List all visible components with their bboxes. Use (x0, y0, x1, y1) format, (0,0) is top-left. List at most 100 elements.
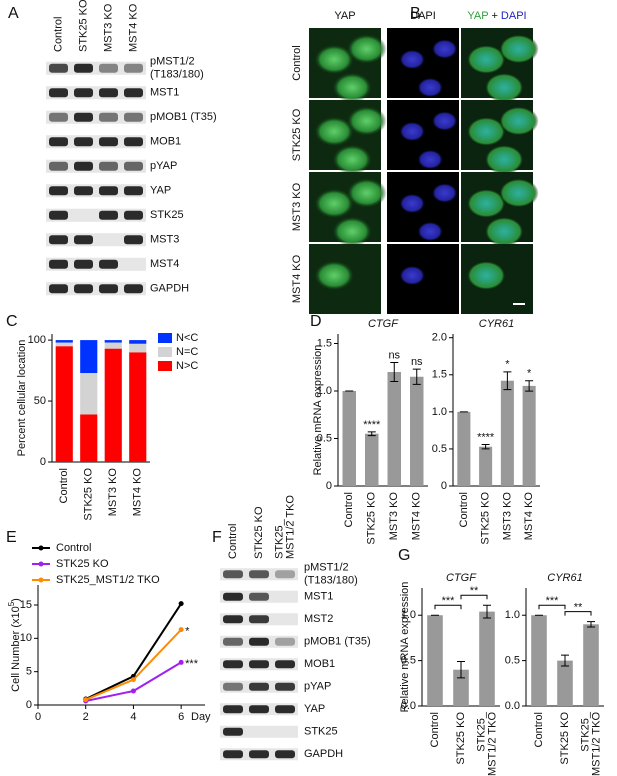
cell (332, 216, 373, 247)
blot-label: STK25 (150, 209, 184, 221)
merge-label: YAP + DAPI (467, 10, 526, 22)
blot-band (99, 63, 118, 73)
cell (498, 178, 539, 208)
row-label: MST3 KO (291, 182, 303, 231)
blot-strip (46, 61, 146, 75)
lane-label: MST4 KO (127, 3, 139, 52)
x-tick-label: MST1/2 TKO (590, 712, 602, 776)
cell (431, 39, 458, 59)
bracket (564, 611, 592, 616)
cell (332, 144, 373, 175)
blot-band (275, 682, 295, 691)
blot-band (124, 284, 143, 294)
significance: ns (411, 356, 423, 368)
blot-strip (46, 86, 146, 100)
blot-band (74, 235, 93, 245)
y-tick-label: 100 (28, 334, 46, 346)
cell (314, 188, 355, 219)
cell (314, 260, 355, 291)
blot-band (74, 186, 93, 196)
blot-band (223, 615, 243, 624)
blot-band (275, 750, 295, 759)
bar-segment (104, 340, 122, 343)
bar (500, 380, 514, 486)
lane-label: MST3 KO (102, 3, 114, 52)
blot-band (124, 235, 143, 245)
panel-label: C (6, 313, 18, 330)
blot-strip (46, 282, 146, 296)
chart-title: CTGF (368, 318, 399, 330)
panel-label: G (398, 547, 410, 564)
blot-band (49, 186, 68, 196)
significance: **** (363, 419, 381, 431)
blot-band (249, 592, 269, 601)
blot-label: pYAP (304, 681, 331, 693)
y-tick-label: 0.5 (317, 432, 332, 444)
bar (583, 624, 599, 706)
blot-band (124, 112, 143, 122)
blot-band (99, 186, 118, 196)
blot-label: MST2 (304, 613, 333, 625)
error-bar (367, 431, 376, 437)
blot-label: (T183/180) (304, 575, 358, 587)
blot-label: MOB1 (304, 658, 335, 670)
bracket (434, 604, 462, 610)
blot-band (223, 637, 243, 646)
legend-label: STK25 KO (56, 558, 109, 570)
blot-band (99, 88, 118, 98)
blot-band (74, 88, 93, 98)
legend-label: Control (56, 542, 91, 554)
x-tick-label: STK25 KO (455, 712, 467, 765)
blot-band (74, 259, 93, 269)
point (83, 697, 89, 703)
row-label: MST4 KO (291, 254, 303, 303)
y-tick-label: 10 (20, 632, 32, 644)
bar-segment (104, 342, 122, 349)
blot-band (124, 210, 143, 220)
x-tick-label: STK25 KO (83, 468, 95, 521)
blot-label: pYAP (150, 160, 177, 172)
x-tick-label: Control (429, 712, 441, 747)
significance: *** (185, 658, 199, 670)
cell (346, 106, 387, 136)
x-tick-label: MST3 KO (107, 468, 119, 517)
cell (466, 260, 507, 291)
bar (531, 615, 547, 706)
bar (410, 376, 424, 486)
legend-dot (38, 577, 44, 583)
x-tick-label: 6 (178, 711, 184, 723)
y-tick-label: 5 (26, 666, 32, 678)
blot-label: GAPDH (304, 748, 343, 760)
lane-label: STK25 KO (77, 0, 89, 52)
panel-label: A (8, 5, 19, 22)
blot-strip (46, 208, 146, 222)
panel-label: B (410, 5, 421, 22)
bracket (460, 594, 488, 600)
significance: ns (388, 349, 400, 361)
blot-band (49, 137, 68, 147)
bar-segment (104, 348, 122, 462)
x-tick-label: STK25 KO (366, 492, 378, 545)
blot-band (74, 161, 93, 171)
bar-segment (80, 414, 98, 462)
legend-dot (38, 545, 44, 551)
bar (427, 615, 443, 706)
cell (399, 193, 426, 214)
x-tick-label: STK25 KO (480, 492, 492, 545)
x-tick-label: MST4 KO (411, 492, 423, 541)
chart-title: CYR61 (547, 572, 582, 584)
error-bar (457, 661, 465, 679)
y-tick-label: 0.5 (505, 655, 520, 667)
blot-band (223, 570, 243, 579)
y-label-part: ) (10, 598, 22, 602)
cell (399, 121, 426, 142)
cell (466, 44, 507, 75)
bracket (538, 604, 566, 610)
y-tick-label: 0 (326, 480, 332, 492)
blot-strip (46, 159, 146, 173)
cell (498, 106, 539, 136)
cell (399, 49, 426, 70)
cell (332, 72, 373, 103)
y-axis-label: Cell Number (x105) (7, 598, 22, 692)
legend-swatch (158, 333, 172, 343)
